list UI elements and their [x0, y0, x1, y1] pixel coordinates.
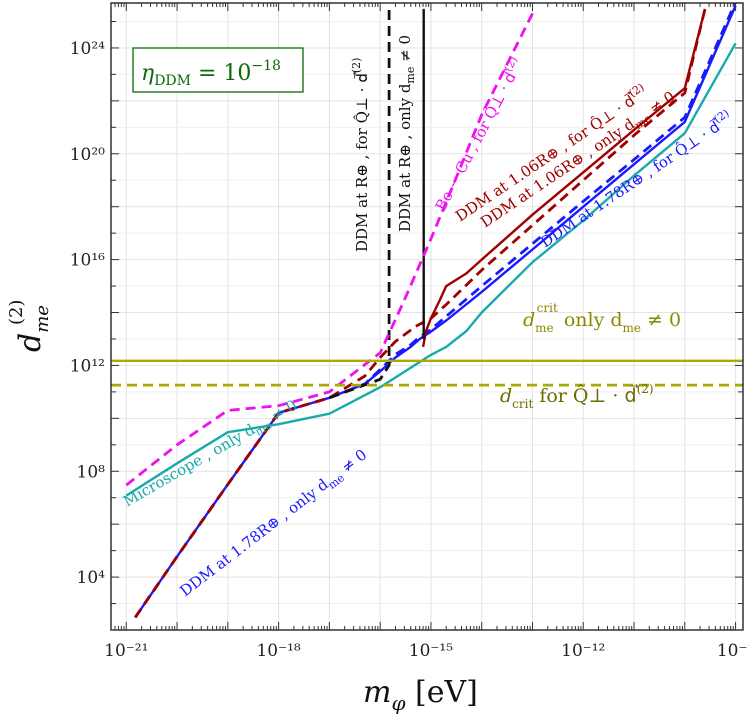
x-tick-label: 10⁻⁹ — [717, 641, 747, 661]
label-ddm-re-q: DDM at R⊕ , for Q̂⊥ · d⃗(2) — [350, 58, 371, 252]
y-tick-label: 10¹² — [70, 356, 105, 376]
x-tick-label: 10⁻¹² — [561, 641, 605, 661]
x-tick-label: 10⁻²¹ — [104, 641, 148, 661]
series-ddm_re_q — [328, 8, 391, 400]
x-axis-label: mφ [eV] — [363, 675, 478, 715]
ticks: 10⁻²¹ 10⁻¹⁸ 10⁻¹⁵ 10⁻¹² 10⁻⁹ 10⁴ 10⁸ 10¹² 10¹⁶ 10… — [70, 3, 747, 661]
y-tick-label: 10⁴ — [77, 568, 106, 588]
y-tick-label: 10⁸ — [77, 462, 106, 482]
series-ddm106_q — [134, 8, 707, 619]
label-dcrit-q: dcrit for Q̂⊥ · d⃗(2) — [500, 382, 654, 411]
y-tick-label: 10²⁴ — [70, 39, 105, 59]
x-tick-label: 10⁻¹⁸ — [256, 641, 300, 661]
label-microscope: Microscope , only dme ≠ 0 — [120, 396, 302, 513]
series-microscope — [125, 42, 737, 497]
series-ddm106_only — [421, 8, 707, 348]
eta-label: ηDDM = 10−18 — [141, 58, 281, 89]
label-ddm-re-only: DDM at R⊕ , only dme ≠ 0 — [396, 35, 417, 232]
eta-box — [132, 47, 304, 93]
plot-frame — [110, 2, 744, 631]
label-ddm106-q: DDM at 1.06R⊕ , for Q̂⊥ · d⃗(2) — [450, 81, 651, 226]
y-tick-label: 10²⁰ — [70, 145, 105, 165]
curves — [111, 3, 743, 619]
series-ddm178_q — [134, 3, 737, 619]
y-tick-label: 10¹⁶ — [70, 251, 105, 271]
y-axis-label: dme(2) — [6, 300, 53, 352]
series-becu — [125, 12, 534, 487]
label-dcrit-only: dmecrit only dme ≠ 0 — [523, 301, 681, 335]
x-tick-label: 10⁻¹⁵ — [409, 641, 453, 661]
